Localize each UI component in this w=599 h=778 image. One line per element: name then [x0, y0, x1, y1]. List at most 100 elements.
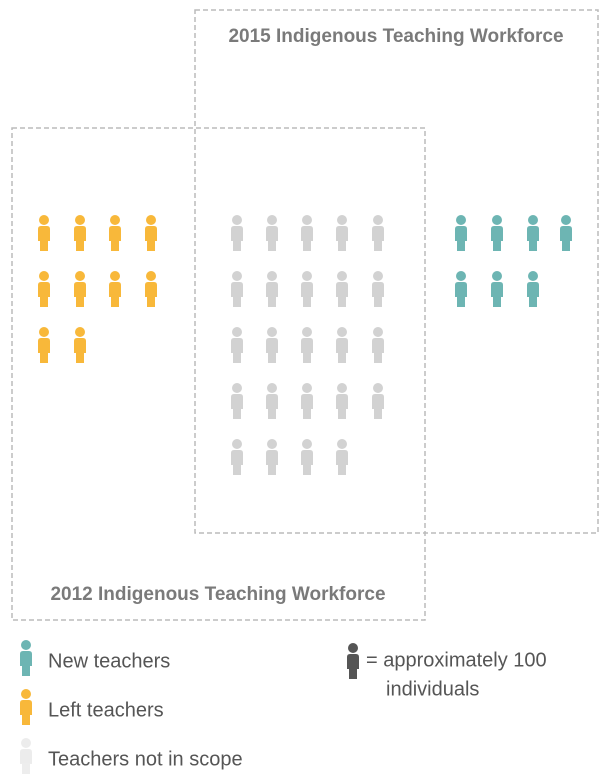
box-2015: [194, 9, 599, 534]
icon-head: [110, 271, 120, 281]
icon-body: [20, 749, 32, 774]
person-icon: [301, 215, 313, 251]
icon-head: [337, 215, 347, 225]
icon-body: [560, 226, 572, 251]
person-icon: [231, 383, 243, 419]
person-icon: [74, 215, 86, 251]
box-title: 2015 Indigenous Teaching Workforce: [228, 26, 563, 47]
icon-head: [302, 439, 312, 449]
icon-body: [301, 226, 313, 251]
unit-label: = approximately 100: [366, 649, 547, 671]
person-icon: [20, 738, 32, 774]
icon-head: [302, 327, 312, 337]
box-title: 2012 Indigenous Teaching Workforce: [50, 584, 385, 605]
person-icon: [74, 271, 86, 307]
person-icon: [74, 327, 86, 363]
icon-body: [336, 394, 348, 419]
icon-body: [38, 226, 50, 251]
icon-body: [145, 282, 157, 307]
icon-body: [74, 226, 86, 251]
icon-head: [456, 271, 466, 281]
person-icon: [336, 215, 348, 251]
person-icon: [336, 383, 348, 419]
person-icon: [301, 439, 313, 475]
unit-label: individuals: [386, 678, 479, 700]
person-icon: [231, 215, 243, 251]
person-icon: [266, 271, 278, 307]
person-icon: [266, 439, 278, 475]
icon-head: [267, 327, 277, 337]
person-icon: [231, 271, 243, 307]
icon-body: [347, 654, 359, 679]
icon-body: [231, 450, 243, 475]
person-icon: [301, 327, 313, 363]
person-icon: [560, 215, 572, 251]
person-icon: [372, 327, 384, 363]
icon-group: [38, 215, 157, 363]
icon-body: [266, 450, 278, 475]
icon-body: [336, 338, 348, 363]
icon-head: [21, 689, 31, 699]
icon-body: [336, 450, 348, 475]
icon-body: [231, 226, 243, 251]
icon-head: [561, 215, 571, 225]
person-icon: [231, 327, 243, 363]
person-icon: [527, 215, 539, 251]
icon-head: [39, 215, 49, 225]
person-icon: [266, 215, 278, 251]
person-icon: [231, 439, 243, 475]
icon-head: [267, 271, 277, 281]
person-icon: [336, 271, 348, 307]
icon-body: [336, 282, 348, 307]
icon-head: [39, 327, 49, 337]
icon-body: [372, 226, 384, 251]
icon-head: [232, 439, 242, 449]
icon-head: [232, 271, 242, 281]
icon-body: [527, 226, 539, 251]
icon-body: [455, 226, 467, 251]
icon-head: [232, 327, 242, 337]
icon-head: [302, 215, 312, 225]
icon-group: [231, 215, 384, 475]
box-2012: [11, 127, 426, 621]
icon-body: [109, 226, 121, 251]
icon-body: [231, 282, 243, 307]
icon-body: [74, 338, 86, 363]
icon-head: [373, 215, 383, 225]
icon-body: [372, 282, 384, 307]
icon-body: [145, 226, 157, 251]
icon-body: [38, 282, 50, 307]
person-icon: [38, 327, 50, 363]
icon-head: [232, 215, 242, 225]
icon-head: [528, 271, 538, 281]
icon-body: [266, 226, 278, 251]
icon-body: [20, 700, 32, 725]
icon-body: [491, 226, 503, 251]
icon-body: [372, 338, 384, 363]
person-icon: [20, 689, 32, 725]
icon-body: [301, 282, 313, 307]
icon-head: [75, 215, 85, 225]
legend-label: Left teachers: [48, 699, 164, 721]
icon-head: [456, 215, 466, 225]
legend-label: New teachers: [48, 650, 170, 672]
person-icon: [301, 271, 313, 307]
icon-group: [455, 215, 572, 307]
icon-head: [337, 327, 347, 337]
person-icon: [372, 271, 384, 307]
icon-head: [232, 383, 242, 393]
person-icon: [38, 215, 50, 251]
icon-body: [301, 450, 313, 475]
icon-head: [492, 271, 502, 281]
person-icon: [266, 327, 278, 363]
icon-body: [266, 338, 278, 363]
icon-body: [527, 282, 539, 307]
icon-body: [266, 282, 278, 307]
icon-head: [146, 271, 156, 281]
icon-head: [21, 640, 31, 650]
icon-head: [39, 271, 49, 281]
person-icon: [145, 271, 157, 307]
person-icon: [491, 215, 503, 251]
person-icon: [347, 643, 359, 679]
